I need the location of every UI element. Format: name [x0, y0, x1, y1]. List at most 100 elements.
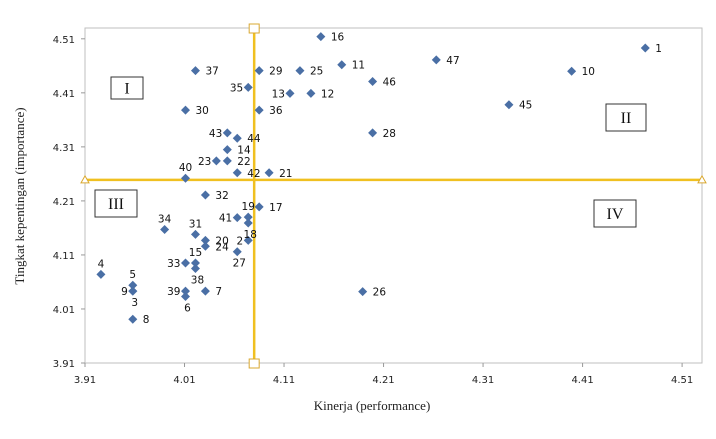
data-point: [431, 55, 441, 65]
quadrant-box: [94, 189, 138, 218]
y-tick-label: 4.21: [53, 197, 75, 208]
quadrant-label: I: [124, 81, 129, 98]
data-point-label: 35: [230, 82, 243, 94]
x-tick-label: 4.41: [571, 375, 593, 386]
data-point: [181, 173, 191, 183]
data-point: [640, 43, 650, 53]
data-point: [368, 128, 378, 138]
data-point: [200, 190, 210, 200]
data-point: [504, 100, 514, 110]
data-point: [211, 156, 221, 166]
data-point: [232, 133, 242, 143]
data-point: [128, 286, 138, 296]
data-point-label: 47: [446, 55, 459, 67]
y-tick-label: 3.91: [53, 359, 75, 370]
x-tick-label: 4.21: [372, 375, 394, 386]
data-point-label: 34: [158, 214, 172, 226]
data-point: [306, 88, 316, 98]
divider-end-marker: [248, 358, 260, 369]
quadrant-box: [110, 76, 144, 100]
y-tick-label: 4.01: [53, 305, 75, 316]
data-point-label: 2: [237, 235, 244, 247]
data-point-label: 46: [383, 76, 397, 88]
data-point: [254, 66, 264, 76]
data-point: [368, 76, 378, 86]
data-point: [337, 60, 347, 70]
data-point-label: 19: [242, 201, 255, 213]
data-point: [181, 105, 191, 115]
data-point: [190, 258, 200, 268]
data-point: [128, 314, 138, 324]
data-point-label: 5: [129, 269, 136, 281]
data-point: [222, 145, 232, 155]
data-point: [181, 292, 191, 302]
data-point-label: 31: [189, 218, 202, 230]
data-point-label: 20: [215, 235, 228, 247]
data-point: [190, 229, 200, 239]
data-point: [200, 241, 210, 251]
data-point-label: 39: [167, 286, 180, 298]
data-point-label: 44: [247, 133, 261, 145]
data-point-label: 30: [196, 105, 209, 117]
quadrant-label: II: [621, 110, 632, 127]
data-point-label: 21: [279, 168, 292, 180]
data-point: [222, 128, 232, 138]
x-tick-label: 4.01: [173, 375, 195, 386]
data-point: [181, 286, 191, 296]
data-point-label: 33: [167, 258, 180, 270]
data-point-label: 18: [244, 229, 257, 241]
data-point-label: 37: [205, 66, 218, 78]
data-point: [254, 202, 264, 212]
data-point: [316, 32, 326, 42]
y-tick-label: 4.31: [53, 143, 75, 154]
x-tick-label: 3.91: [74, 375, 96, 386]
data-point: [243, 235, 253, 245]
data-point-label: 13: [272, 88, 285, 100]
quadrant-box: [593, 199, 637, 228]
data-point-label: 26: [373, 287, 387, 299]
data-point-label: 1: [655, 43, 662, 55]
data-point-label: 43: [209, 128, 222, 140]
y-tick-label: 4.51: [53, 35, 75, 46]
data-point-label: 15: [189, 247, 202, 259]
data-point: [243, 82, 253, 92]
divider-end-marker: [697, 174, 707, 184]
data-point: [254, 105, 264, 115]
data-point-label: 22: [237, 156, 250, 168]
data-point: [96, 269, 106, 279]
x-tick-label: 4.31: [472, 375, 494, 386]
data-point: [190, 263, 200, 273]
plot-area: [84, 27, 703, 364]
data-point: [295, 66, 305, 76]
data-point: [243, 218, 253, 228]
data-point-label: 25: [310, 66, 323, 78]
data-point-label: 40: [179, 162, 192, 174]
quadrant-label: IV: [607, 206, 624, 223]
data-point-label: 16: [331, 32, 345, 44]
data-point: [232, 168, 242, 178]
data-point-label: 32: [215, 190, 228, 202]
data-point-label: 41: [219, 213, 232, 225]
data-point: [222, 156, 232, 166]
data-point-label: 23: [198, 156, 211, 168]
data-point: [200, 286, 210, 296]
data-point: [358, 287, 368, 297]
data-point: [200, 235, 210, 245]
data-point-label: 4: [98, 258, 105, 270]
data-point: [181, 258, 191, 268]
data-point-label: 9: [121, 286, 128, 298]
data-point-label: 29: [269, 66, 282, 78]
quadrant-box: [605, 103, 647, 132]
data-point-label: 11: [352, 60, 365, 72]
data-point-label: 6: [184, 303, 191, 315]
data-point-label: 28: [383, 128, 396, 140]
data-point-label: 12: [321, 88, 334, 100]
x-axis-label: Kinerja (performance): [314, 398, 431, 413]
data-point: [243, 212, 253, 222]
data-point-label: 8: [143, 314, 150, 326]
data-point-label: 42: [247, 168, 260, 180]
data-point-label: 14: [237, 145, 251, 157]
data-point-label: 7: [215, 286, 222, 298]
x-tick-label: 4.11: [273, 375, 295, 386]
data-point-label: 24: [215, 241, 229, 253]
